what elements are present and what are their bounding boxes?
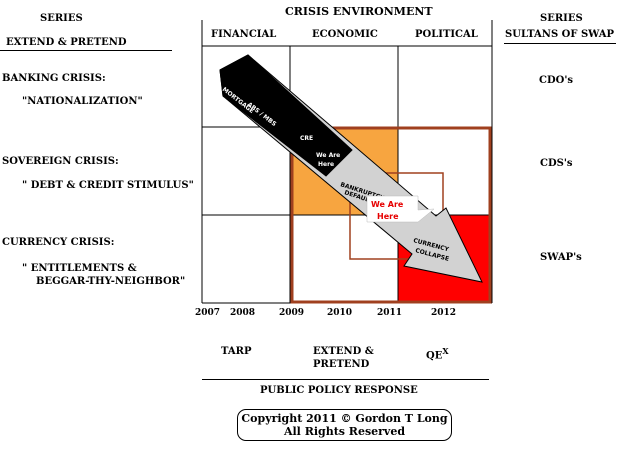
right-series-title: SULTANS OF SWAP — [505, 29, 615, 40]
callout-line2: Here — [377, 212, 399, 221]
label-cre: CRE — [300, 135, 313, 142]
year-2008: 2008 — [230, 308, 256, 318]
row-sovereign-sub: " DEBT & CREDIT STIMULUS" — [22, 180, 194, 191]
row-currency-instrument: SWAP's — [540, 252, 582, 263]
year-2012: 2012 — [431, 308, 457, 318]
policy-qe: QEX — [426, 346, 449, 361]
column-political: POLITICAL — [415, 29, 478, 40]
policy-extend-2: PRETEND — [313, 359, 370, 370]
year-2011: 2011 — [377, 308, 403, 318]
row-currency-title: CURRENCY CRISIS: — [2, 237, 115, 248]
year-2009: 2009 — [279, 308, 305, 318]
row-banking-instrument: CDO's — [539, 75, 574, 86]
policy-qe-text: QE — [426, 350, 443, 362]
row-sovereign-title: SOVEREIGN CRISIS: — [2, 156, 119, 167]
outer-brown-frame — [290, 126, 492, 304]
right-header-underline — [504, 43, 616, 44]
label-we-are-2: Here — [318, 161, 334, 168]
copyright-box: Copyright 2011 © Gordon T Long All Right… — [237, 409, 452, 441]
row-banking-title: BANKING CRISIS: — [2, 73, 106, 84]
callout-line1: We Are — [371, 200, 404, 209]
row-currency-sub2: BEGGAR-THY-NEIGHBOR" — [36, 276, 186, 287]
row-sovereign-instrument: CDS's — [540, 158, 573, 169]
label-we-are-1: We Are — [316, 152, 340, 159]
row-currency-sub: " ENTITLEMENTS & — [22, 263, 137, 274]
right-series-label: SERIES — [540, 13, 583, 24]
policy-tarp: TARP — [221, 346, 252, 357]
column-financial: FINANCIAL — [211, 29, 277, 40]
year-2010: 2010 — [327, 308, 353, 318]
public-policy-title: PUBLIC POLICY RESPONSE — [260, 385, 418, 396]
column-economic: ECONOMIC — [312, 29, 378, 40]
copyright-line2: All Rights Reserved — [283, 425, 406, 438]
year-2007: 2007 — [195, 308, 221, 318]
left-series-label: SERIES — [40, 13, 83, 24]
crisis-environment-title: CRISIS ENVIRONMENT — [285, 5, 433, 18]
left-header-underline — [0, 50, 172, 51]
policy-divider — [202, 379, 489, 380]
crisis-progression-arrow — [219, 54, 483, 283]
row-banking-sub: "NATIONALIZATION" — [22, 96, 143, 107]
left-series-title: EXTEND & PRETEND — [6, 37, 127, 48]
we-are-here-callout: We Are Here — [366, 195, 435, 223]
policy-extend-1: EXTEND & — [313, 346, 374, 357]
copyright-line1: Copyright 2011 © Gordon T Long — [241, 412, 448, 425]
policy-qe-superscript: X — [442, 346, 449, 356]
